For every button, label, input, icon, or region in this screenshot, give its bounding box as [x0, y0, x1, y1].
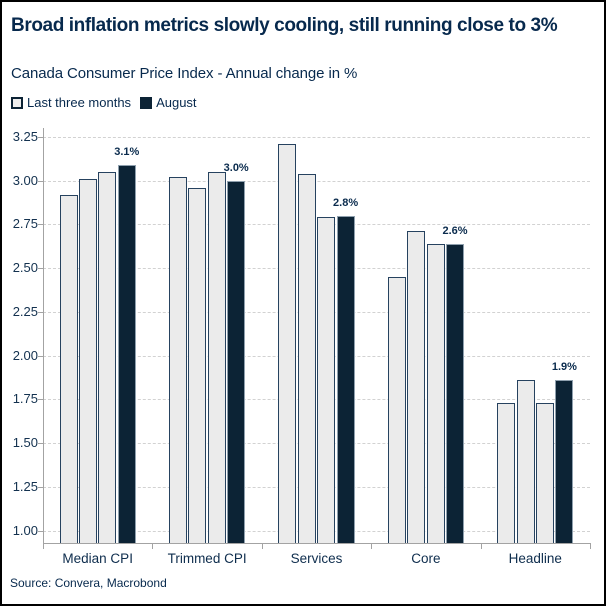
y-axis-tick [38, 530, 43, 532]
bar-last-three-months [426, 243, 445, 543]
gridline [43, 443, 590, 445]
x-axis-tick [371, 544, 373, 549]
y-axis-tick [38, 268, 43, 270]
bar-value-label: 2.8% [333, 196, 359, 209]
y-axis-tick-label: 1.50 [12, 435, 38, 451]
bar-august [446, 243, 464, 543]
y-axis-tick [38, 486, 43, 488]
y-axis-tick [38, 224, 43, 226]
y-axis-tick-label: 2.50 [12, 260, 38, 276]
gridline [43, 530, 590, 532]
bar-last-three-months [407, 231, 426, 543]
x-axis [43, 543, 591, 544]
y-axis-tick [38, 136, 43, 138]
bar-last-three-months [516, 380, 535, 543]
gridline [43, 136, 590, 138]
y-axis-tick-label: 2.25 [12, 303, 38, 319]
bar-last-three-months [536, 402, 554, 543]
bar-value-label: 3.0% [223, 161, 249, 174]
chart-title: Broad inflation metrics slowly cooling, … [11, 15, 558, 36]
bar-value-label: 1.9% [551, 361, 577, 374]
legend-item-last-three-months: Last three months [11, 95, 131, 110]
bar-last-three-months [317, 217, 336, 543]
y-axis-tick [38, 443, 43, 445]
bar-august [336, 215, 355, 543]
x-axis-tick [261, 544, 263, 549]
bar-last-three-months [188, 187, 207, 543]
y-axis-tick-label: 1.00 [12, 522, 38, 538]
x-axis-tick [43, 544, 44, 549]
y-axis-tick-label: 1.25 [12, 478, 38, 494]
gridline [43, 311, 590, 313]
y-axis-tick [38, 399, 43, 401]
bar-last-three-months [98, 171, 117, 543]
bar-august [555, 380, 574, 543]
bar-value-label: 2.6% [442, 224, 468, 237]
bar-last-three-months [497, 402, 516, 543]
legend-label: August [156, 95, 197, 110]
y-axis-tick-label: 2.75 [12, 216, 38, 232]
filled-square-swatch-icon [140, 96, 153, 109]
legend-item-august: August [140, 95, 197, 110]
legend-label: Last three months [27, 95, 132, 110]
x-axis-tick [480, 544, 482, 549]
bar-last-three-months [79, 178, 97, 543]
category-label: Headline [508, 551, 562, 566]
gridline [43, 399, 590, 401]
category-label: Trimmed CPI [167, 551, 247, 566]
y-axis-tick [38, 355, 43, 357]
category-label: Services [290, 551, 343, 566]
gridline [43, 224, 590, 226]
y-axis-tick-label: 1.75 [12, 391, 38, 407]
bar-last-three-months [207, 171, 226, 543]
chart-subtitle: Canada Consumer Price Index - Annual cha… [11, 65, 358, 82]
category-label: Median CPI [62, 551, 133, 566]
gridline [43, 268, 590, 270]
bar-value-label: 3.1% [114, 145, 140, 158]
x-axis-tick [590, 544, 591, 549]
y-axis-tick-label: 3.00 [12, 172, 38, 188]
bar-last-three-months [387, 276, 406, 543]
y-axis-tick-label: 3.25 [12, 128, 38, 144]
gridline [43, 355, 590, 357]
bar-last-three-months [278, 143, 297, 543]
bar-last-three-months [59, 194, 78, 543]
bar-august [227, 180, 246, 543]
x-axis-tick [152, 544, 154, 549]
y-axis-tick [38, 180, 43, 182]
bar-last-three-months [169, 177, 187, 543]
bar-last-three-months [297, 173, 316, 543]
y-axis-tick [38, 311, 43, 313]
outlined-square-swatch-icon [11, 96, 23, 109]
bar-august [117, 164, 136, 543]
category-label: Core [411, 551, 441, 566]
y-axis-tick-label: 2.00 [12, 347, 38, 363]
legend: Last three months August [11, 95, 206, 110]
gridline [43, 180, 590, 182]
gridline [43, 486, 590, 488]
source-note: Source: Convera, Macrobond [10, 576, 167, 590]
y-axis [43, 128, 44, 543]
